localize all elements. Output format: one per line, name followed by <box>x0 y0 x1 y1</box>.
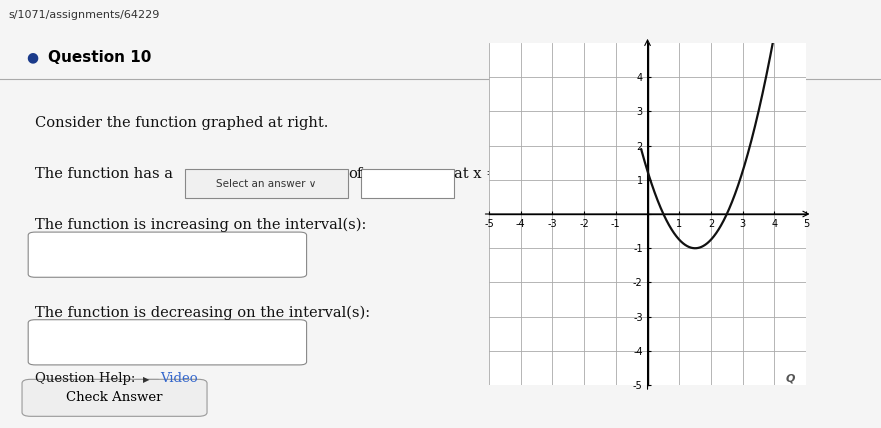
Text: of: of <box>348 167 362 181</box>
FancyBboxPatch shape <box>28 232 307 277</box>
Text: The function is increasing on the interval(s):: The function is increasing on the interv… <box>35 218 366 232</box>
Text: ●: ● <box>26 50 39 64</box>
FancyBboxPatch shape <box>361 169 454 198</box>
FancyBboxPatch shape <box>22 379 207 416</box>
Text: Video: Video <box>160 372 198 384</box>
Text: Consider the function graphed at right.: Consider the function graphed at right. <box>35 116 329 131</box>
FancyBboxPatch shape <box>185 169 348 198</box>
Text: ∷0/1 pt ↺2 ⓘ Details: ∷0/1 pt ↺2 ⓘ Details <box>546 50 672 63</box>
Text: The function is decreasing on the interval(s):: The function is decreasing on the interv… <box>35 305 370 320</box>
Text: ▶: ▶ <box>143 375 150 384</box>
FancyBboxPatch shape <box>493 169 586 198</box>
FancyBboxPatch shape <box>28 320 307 365</box>
Text: Question Help:: Question Help: <box>35 372 140 384</box>
Text: Q: Q <box>786 373 795 383</box>
Text: Check Answer: Check Answer <box>66 391 163 404</box>
FancyBboxPatch shape <box>135 378 158 401</box>
Text: at x =: at x = <box>454 167 498 181</box>
Text: Select an answer ∨: Select an answer ∨ <box>217 178 316 189</box>
Text: Question 10: Question 10 <box>48 50 152 65</box>
Text: s/1071/assignments/64229: s/1071/assignments/64229 <box>9 10 160 20</box>
Text: The function has a: The function has a <box>35 167 174 181</box>
